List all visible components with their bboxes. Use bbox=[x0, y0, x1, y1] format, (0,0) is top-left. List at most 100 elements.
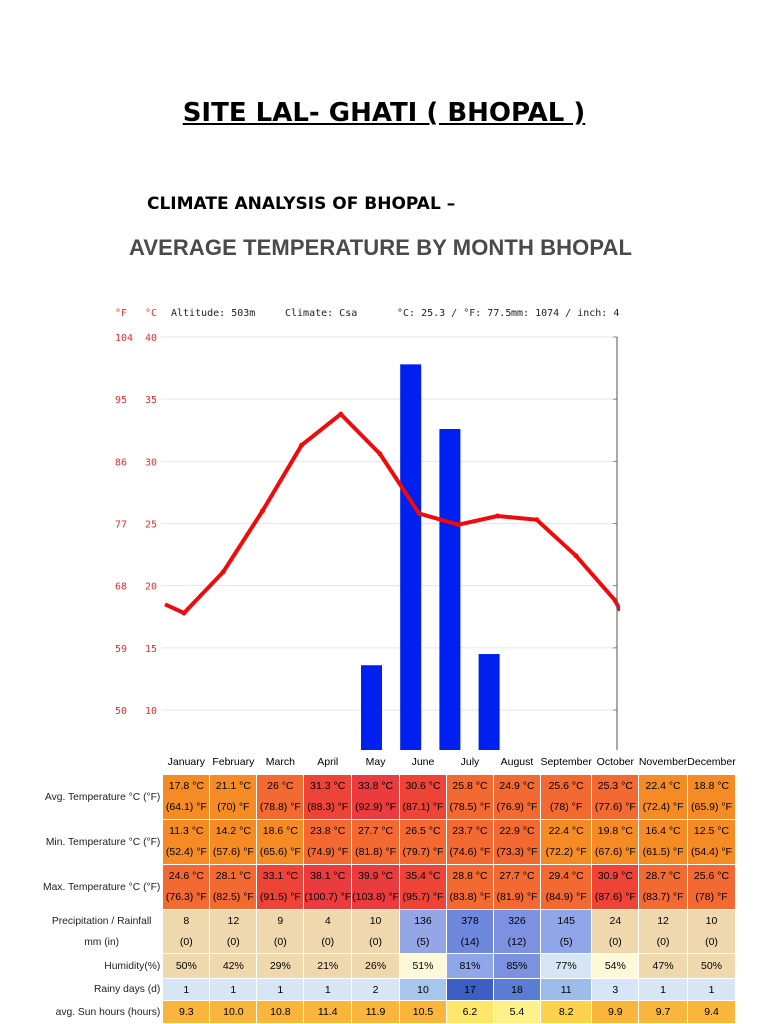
cell-value: 1 bbox=[183, 983, 190, 996]
table-cell: 1 bbox=[162, 978, 211, 1001]
table-cell: 23.7 °C (74.6) °F bbox=[445, 819, 494, 865]
tick-label-f: 104 bbox=[115, 333, 133, 344]
cell-value: (92.9) °F bbox=[355, 801, 397, 813]
row-label: Max. Temperature °C (°F) bbox=[43, 864, 163, 910]
cell-value: (77.6) °F bbox=[594, 801, 636, 813]
month-header: January bbox=[167, 755, 206, 768]
temp-point-june bbox=[377, 451, 383, 457]
cell-value: (79.7) °F bbox=[402, 846, 444, 858]
cell-value: 35.4 °C bbox=[405, 870, 441, 882]
cell-value: (0) bbox=[179, 935, 193, 948]
table-cell: 9.9 bbox=[591, 1000, 640, 1024]
table-cell: 25.8 °C (78.5) °F bbox=[445, 774, 494, 820]
row-label: Humidity(%) bbox=[43, 953, 163, 979]
cell-value: (83.7) °F bbox=[642, 891, 684, 903]
table-cell: 9.4 bbox=[686, 1000, 737, 1024]
table-cell: 21% bbox=[303, 953, 353, 979]
table-cell: 23.8 °C (74.9) °F bbox=[303, 819, 353, 865]
table-cell: 24 (0) bbox=[591, 909, 640, 954]
precip-bars bbox=[361, 364, 500, 750]
temp-point-february bbox=[220, 569, 226, 575]
cell-value: 5.4 bbox=[509, 1006, 525, 1018]
altitude-label: Altitude: 503m bbox=[171, 308, 255, 319]
row-label-line: Max. Temperature °C (°F) bbox=[43, 881, 161, 893]
cell-value: 25.6 °C bbox=[548, 780, 584, 792]
month-header: February bbox=[212, 755, 255, 768]
cell-value: 85% bbox=[506, 960, 528, 972]
tick-label-c: 40 bbox=[145, 333, 157, 344]
table-cell: 51% bbox=[398, 953, 447, 979]
cell-value: (84.9) °F bbox=[545, 891, 587, 903]
table-cell: 378 (14) bbox=[445, 909, 494, 954]
cell-value: 25.8 °C bbox=[452, 780, 488, 792]
table-cell: 11.4 bbox=[303, 1000, 353, 1024]
table-cell: 9.3 bbox=[162, 1000, 211, 1024]
table-cell: 22.4 °C (72.4) °F bbox=[638, 774, 688, 820]
cell-value: 326 bbox=[508, 914, 526, 927]
row-label-line: mm (in) bbox=[84, 936, 120, 948]
month-header: September bbox=[540, 755, 592, 768]
axis-ticks: 104 40 95 35 86 30 77 25 68 20 59 15 50 10 bbox=[115, 333, 618, 750]
table-cell: 28.8 °C (83.8) °F bbox=[445, 864, 494, 910]
cell-value: 21% bbox=[317, 960, 339, 972]
cell-value: 21.1 °C bbox=[215, 780, 251, 792]
cell-value: 136 bbox=[414, 914, 432, 927]
tick-label-c: 35 bbox=[145, 395, 157, 406]
cell-value: 9.3 bbox=[179, 1006, 194, 1018]
row-label-line: Min. Temperature °C (°F) bbox=[45, 836, 161, 848]
cell-value: 18.6 °C bbox=[262, 825, 298, 837]
tick-label-c: 10 bbox=[145, 706, 157, 717]
table-cell: 8.2 bbox=[539, 1000, 593, 1024]
temp-summary: °C: 25.3 / °F: 77.5 bbox=[397, 308, 511, 319]
row-label: Rainy days (d) bbox=[43, 978, 163, 1001]
cell-value: 47% bbox=[652, 960, 674, 972]
temp-point-april bbox=[299, 442, 305, 448]
unit-f-label: °F bbox=[115, 308, 127, 319]
table-row: Max. Temperature °C (°F) 24.6 °C (76.3) °F… bbox=[43, 864, 737, 910]
table-row: Rainy days (d) 1 1 1 1 2 10 17 18 11 3 1 1 bbox=[43, 978, 737, 1001]
temp-line bbox=[164, 411, 620, 616]
table-cell: 18.6 °C (65.6) °F bbox=[256, 819, 305, 865]
table-cell: 29% bbox=[256, 953, 305, 979]
row-label-line: Precipitation / Rainfall bbox=[51, 915, 152, 927]
row-label: Min. Temperature °C (°F) bbox=[43, 819, 163, 865]
table-cell: 9 (0) bbox=[256, 909, 305, 954]
table-cell: 11 bbox=[539, 978, 593, 1001]
table-row: avg. Sun hours (hours) 9.3 10.0 10.8 11.4 11.… bbox=[43, 1000, 737, 1024]
cell-value: (5) bbox=[416, 935, 430, 948]
cell-value: (0) bbox=[705, 935, 718, 948]
climate-chart: °F °C Altitude: 503m Climate: Csa °C: 25… bbox=[115, 308, 620, 750]
cell-value: (14) bbox=[460, 935, 480, 948]
cell-value: 8.2 bbox=[558, 1006, 574, 1018]
cell-value: 77% bbox=[555, 960, 577, 972]
cell-value: 10 bbox=[369, 914, 382, 927]
cell-value: 2 bbox=[372, 983, 379, 996]
cell-value: (73.3) °F bbox=[496, 846, 538, 858]
month-header: April bbox=[317, 755, 339, 768]
unit-c-label: °C bbox=[145, 308, 157, 319]
temp-point-october bbox=[534, 517, 540, 523]
cell-value: 24.6 °C bbox=[168, 870, 204, 882]
grid bbox=[161, 336, 617, 711]
table-cell: 22.9 °C (73.3) °F bbox=[492, 819, 541, 865]
cell-value: (52.4) °F bbox=[165, 846, 207, 858]
month-header: August bbox=[500, 755, 534, 768]
cell-value: (61.5) °F bbox=[642, 846, 684, 858]
cell-value: 8 bbox=[183, 914, 190, 927]
table-cell: 2 bbox=[351, 978, 400, 1001]
cell-value: (65.6) °F bbox=[259, 846, 301, 858]
cell-value: 24 bbox=[609, 914, 622, 927]
table-row: Precipitation / Rainfall mm (in) 8 (0) 12 (0)… bbox=[43, 909, 737, 954]
month-header: May bbox=[365, 755, 386, 768]
table-cell: 50% bbox=[162, 953, 211, 979]
cell-value: 10 bbox=[417, 983, 429, 996]
cell-value: 30.9 °C bbox=[597, 870, 633, 882]
table-cell: 28.7 °C (83.7) °F bbox=[638, 864, 688, 910]
month-header: December bbox=[687, 755, 736, 768]
table-cell: 9.7 bbox=[638, 1000, 688, 1024]
cell-value: 28.8 °C bbox=[452, 870, 488, 882]
cell-value: 42% bbox=[222, 960, 244, 972]
cell-value: (0) bbox=[321, 935, 335, 948]
cell-value: 23.7 °C bbox=[452, 825, 488, 837]
table-cell: 10.0 bbox=[209, 1000, 258, 1024]
